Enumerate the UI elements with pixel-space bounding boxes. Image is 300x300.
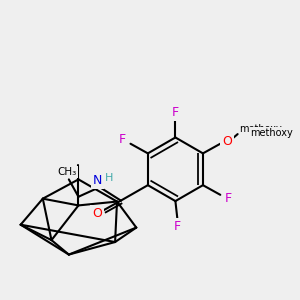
Text: F: F [119, 134, 126, 146]
Text: H: H [105, 173, 113, 183]
Text: H: H [105, 173, 113, 183]
Text: O: O [222, 135, 232, 148]
Text: O: O [92, 207, 102, 220]
Text: F: F [174, 220, 181, 232]
Text: F: F [174, 220, 181, 232]
Text: O: O [222, 135, 232, 148]
Text: F: F [224, 192, 232, 205]
Text: F: F [172, 106, 179, 119]
Text: N: N [93, 174, 102, 187]
Text: F: F [224, 192, 232, 205]
Text: CH₃: CH₃ [57, 167, 76, 177]
Text: methoxy: methoxy [240, 124, 282, 134]
Text: methoxy: methoxy [250, 128, 293, 138]
Text: CH₃: CH₃ [57, 167, 76, 177]
Text: O: O [92, 207, 102, 220]
Text: F: F [119, 134, 126, 146]
Text: N: N [93, 174, 102, 187]
Text: F: F [172, 106, 179, 119]
